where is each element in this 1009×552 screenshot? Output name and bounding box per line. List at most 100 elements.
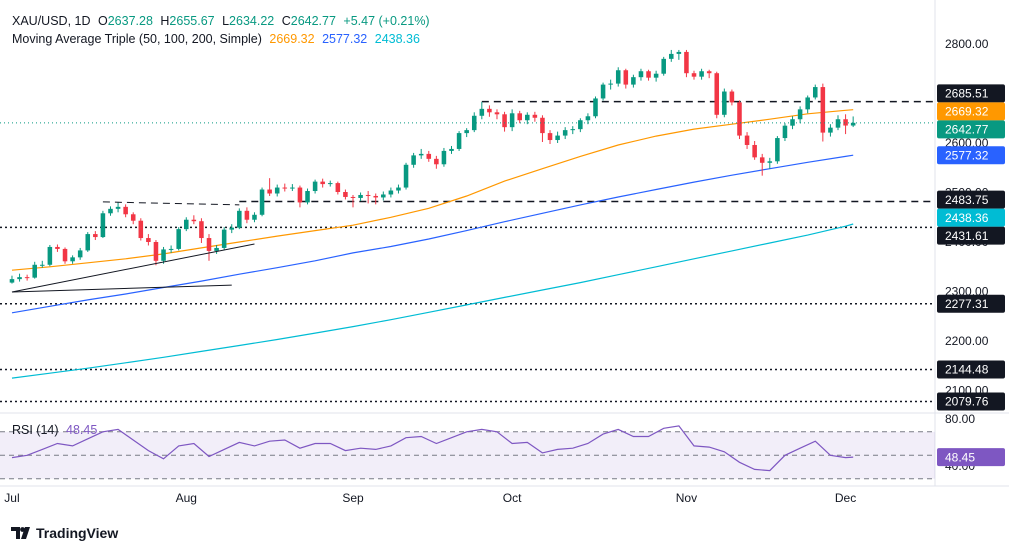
- candle-body: [411, 155, 416, 165]
- x-tick-label: Oct: [503, 491, 522, 505]
- trend-line: [102, 201, 240, 206]
- ohlc-key: O: [97, 14, 108, 28]
- y-tick-label: 2800.00: [945, 37, 989, 51]
- candle-body: [767, 161, 773, 163]
- candle-body: [669, 53, 674, 59]
- candle-body: [578, 120, 583, 130]
- tag-label: 2277.31: [945, 297, 989, 311]
- ma-value: 2577.32: [322, 32, 368, 46]
- ohlc-value: 2655.67: [169, 14, 215, 28]
- price-tag: 2669.32: [937, 102, 1005, 121]
- candle-body: [737, 102, 742, 136]
- tag-box: [937, 392, 1005, 411]
- candle-body: [62, 248, 68, 262]
- candle-body: [418, 153, 424, 156]
- candle-body: [593, 98, 598, 117]
- candle-body: [562, 130, 568, 136]
- tag-label: 2642.77: [945, 123, 989, 137]
- rsi-line: [11, 425, 854, 472]
- candle-body: [153, 242, 159, 261]
- candle-body: [365, 194, 371, 196]
- candle-body: [259, 189, 265, 215]
- candle-body: [312, 181, 318, 192]
- candle-body: [509, 113, 515, 128]
- candle-body: [396, 187, 401, 191]
- candle-body: [441, 150, 447, 165]
- price-tag: 2277.31: [937, 294, 1005, 313]
- candle-body: [388, 190, 394, 195]
- tag-box: [937, 294, 1005, 313]
- candle-body: [252, 214, 257, 220]
- ohlc-value: 2637.28: [107, 14, 153, 28]
- candle-body: [502, 114, 507, 128]
- candle-body: [820, 87, 826, 133]
- moving-average-line: [11, 154, 854, 314]
- candle-body: [115, 206, 121, 209]
- moving-average-line: [11, 223, 854, 379]
- candle-body: [70, 257, 75, 262]
- brand: TradingView: [36, 525, 119, 541]
- candle-body: [297, 187, 303, 203]
- candle-body: [168, 248, 174, 250]
- tag-box: [937, 226, 1005, 245]
- candle-body: [55, 246, 60, 249]
- candle-body: [327, 183, 333, 185]
- candle-body: [244, 210, 250, 220]
- rsi-tag: 48.45: [937, 448, 1005, 467]
- candle-body: [623, 70, 629, 85]
- candle-body: [471, 115, 477, 131]
- candle-body: [206, 238, 212, 251]
- candle-body: [661, 58, 666, 74]
- candle-body: [199, 221, 204, 239]
- candle-body: [305, 191, 310, 203]
- tag-box: [937, 208, 1005, 227]
- candle-body: [691, 73, 697, 77]
- candle-body: [183, 219, 189, 230]
- tag-box: [937, 360, 1005, 379]
- x-tick-label: Sep: [342, 491, 364, 505]
- price-tag: 2483.75: [937, 190, 1005, 209]
- candle-body: [487, 108, 492, 113]
- candle-body: [373, 195, 379, 198]
- candle-body: [812, 87, 818, 98]
- price-tag: 2577.32: [937, 146, 1005, 165]
- tag-label: 2079.76: [945, 395, 989, 409]
- candle-body: [494, 112, 500, 115]
- tag-label: 2431.61: [945, 229, 989, 243]
- candle-body: [123, 206, 128, 215]
- tag-label: 2483.75: [945, 193, 989, 207]
- candle-body: [267, 189, 272, 194]
- price-legend: XAU/USD, 1D O2637.28 H2655.67 L2634.22 C…: [12, 14, 434, 46]
- candle-body: [600, 84, 606, 99]
- candle-body: [676, 51, 682, 54]
- candle-body: [176, 229, 181, 249]
- candle-body: [714, 73, 720, 115]
- ma-value: 2438.36: [374, 32, 420, 46]
- indicator-title: Moving Average Triple (50, 100, 200, Sim…: [12, 32, 262, 46]
- candle-body: [282, 187, 288, 189]
- candle-body: [532, 114, 538, 118]
- candle-body: [130, 214, 136, 221]
- candle-body: [540, 117, 545, 134]
- candle-body: [426, 153, 432, 159]
- tag-label: 2438.36: [945, 211, 989, 225]
- x-tick-label: Aug: [176, 491, 197, 505]
- candle-body: [759, 157, 765, 163]
- candle-body: [706, 71, 712, 74]
- tag-label: 2144.48: [945, 363, 989, 377]
- price-tag: 2431.61: [937, 226, 1005, 245]
- candle-body: [146, 238, 151, 243]
- ohlc-key: L: [222, 14, 230, 28]
- tag-label: 2669.32: [945, 105, 989, 119]
- tag-box: [937, 102, 1005, 121]
- candle-body: [722, 91, 727, 115]
- rsi-value: 48.45: [66, 423, 98, 437]
- candle-body: [381, 194, 386, 198]
- symbol-title: XAU/USD, 1D: [12, 14, 91, 28]
- candle-body: [646, 71, 651, 78]
- candle-body: [479, 108, 485, 116]
- candle-body: [782, 125, 788, 139]
- candle-body: [547, 133, 553, 141]
- price-tag: 2642.77: [937, 120, 1005, 139]
